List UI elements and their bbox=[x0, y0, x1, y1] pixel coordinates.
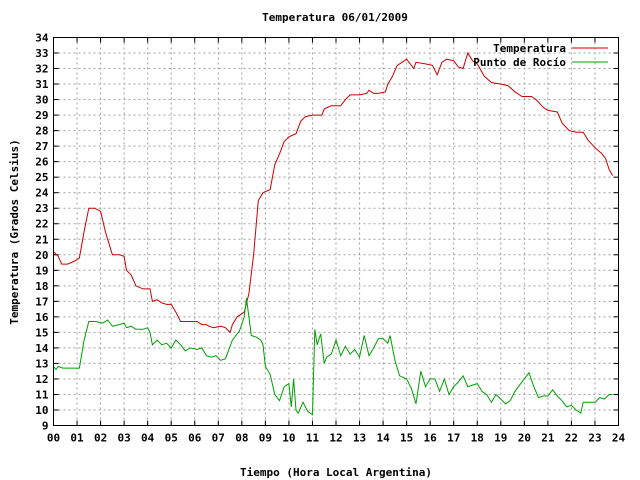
y-axis-label: Temperatura (Grados Celsius) bbox=[8, 139, 21, 324]
x-tick-label: 01 bbox=[70, 432, 84, 445]
y-tick-label: 15 bbox=[35, 326, 48, 339]
y-tick-label: 31 bbox=[35, 78, 49, 91]
x-tick-label: 18 bbox=[471, 432, 484, 445]
x-tick-label: 11 bbox=[306, 432, 320, 445]
x-tick-label: 17 bbox=[447, 432, 460, 445]
y-tick-label: 10 bbox=[35, 404, 48, 417]
x-tick-label: 06 bbox=[188, 432, 202, 445]
x-tick-label: 12 bbox=[329, 432, 342, 445]
x-tick-label: 24 bbox=[612, 432, 626, 445]
x-tick-label: 20 bbox=[518, 432, 531, 445]
x-tick-label: 04 bbox=[141, 432, 155, 445]
x-tick-label: 23 bbox=[588, 432, 601, 445]
x-tick-label: 13 bbox=[353, 432, 366, 445]
y-tick-label: 25 bbox=[35, 171, 48, 184]
y-tick-label: 20 bbox=[35, 249, 48, 262]
y-tick-label: 24 bbox=[35, 187, 49, 200]
series-lines bbox=[53, 51, 614, 416]
x-tick-label: 21 bbox=[541, 432, 555, 445]
series-line-punto-de-rocio bbox=[53, 298, 613, 416]
y-tick-label: 30 bbox=[35, 94, 48, 107]
y-tick-label: 14 bbox=[35, 342, 49, 355]
x-tick-label: 15 bbox=[400, 432, 413, 445]
y-tick-label: 34 bbox=[35, 32, 49, 45]
y-tick-label: 23 bbox=[35, 202, 48, 215]
y-tick-label: 17 bbox=[35, 295, 48, 308]
x-tick-label: 02 bbox=[94, 432, 107, 445]
legend-label: Punto de Rocío bbox=[473, 56, 566, 69]
grid bbox=[53, 37, 619, 426]
series-line-temperatura bbox=[53, 51, 614, 334]
x-tick-label: 08 bbox=[235, 432, 248, 445]
y-tick-label: 9 bbox=[42, 420, 49, 433]
chart-title: Temperatura 06/01/2009 bbox=[262, 11, 408, 24]
legend-label: Temperatura bbox=[493, 42, 566, 55]
y-tick-label: 32 bbox=[35, 63, 48, 76]
x-axis-label: Tiempo (Hora Local Argentina) bbox=[240, 466, 432, 479]
y-tick-label: 21 bbox=[35, 233, 49, 246]
x-tick-label: 19 bbox=[494, 432, 507, 445]
x-tick-label: 03 bbox=[118, 432, 131, 445]
y-tick-label: 26 bbox=[35, 156, 49, 169]
y-tick-label: 12 bbox=[35, 373, 48, 386]
plot-frame bbox=[53, 37, 619, 426]
x-tick-label: 22 bbox=[565, 432, 578, 445]
y-tick-label: 27 bbox=[35, 140, 48, 153]
y-tick-label: 13 bbox=[35, 357, 48, 370]
y-tick-label: 11 bbox=[35, 388, 49, 401]
x-tick-label: 16 bbox=[424, 432, 438, 445]
x-tick-label: 07 bbox=[212, 432, 225, 445]
y-tick-label: 33 bbox=[35, 47, 48, 60]
x-tick-label: 00 bbox=[47, 432, 60, 445]
x-tick-label: 14 bbox=[376, 432, 390, 445]
y-tick-label: 19 bbox=[35, 264, 48, 277]
axis-ticks: 00 01 02 03 04 05 06 07 08 09 10 11 12 13 14 15 16 17 18 19… bbox=[35, 32, 625, 445]
x-tick-label: 09 bbox=[259, 432, 272, 445]
y-tick-label: 22 bbox=[35, 218, 48, 231]
y-tick-label: 18 bbox=[35, 280, 48, 293]
y-tick-label: 28 bbox=[35, 125, 48, 138]
x-tick-label: 10 bbox=[282, 432, 295, 445]
x-tick-label: 05 bbox=[165, 432, 178, 445]
y-tick-label: 29 bbox=[35, 109, 48, 122]
y-tick-label: 16 bbox=[35, 311, 49, 324]
